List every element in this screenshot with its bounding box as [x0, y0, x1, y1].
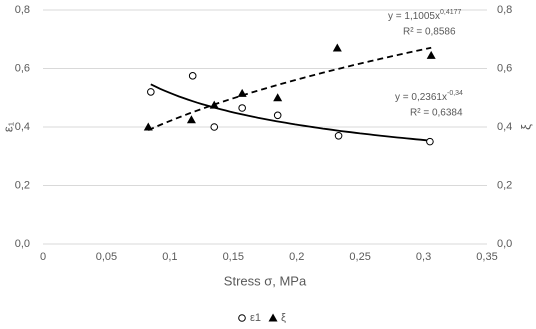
point	[426, 50, 436, 59]
equation-text: y = 1,1005x	[388, 11, 440, 22]
point	[426, 137, 434, 146]
point	[273, 93, 283, 102]
legend-marker	[238, 314, 246, 322]
x-tick-label: 0,3	[416, 251, 431, 263]
legend-label: ξ	[281, 312, 286, 324]
point	[238, 104, 246, 112]
x-tick-label: 0	[40, 251, 46, 263]
y-axis-title: ε₁	[0, 121, 15, 132]
point	[210, 123, 219, 131]
y-tick-label: 0,6	[15, 62, 30, 74]
point	[237, 88, 247, 97]
y2-tick-label: 0,4	[497, 121, 512, 133]
point	[143, 122, 153, 131]
equation-text: y = 0,2361x	[395, 92, 447, 103]
y-tick-label: 0,0	[15, 238, 30, 250]
y-tick-label: 0,2	[15, 179, 30, 191]
x-tick-label: 0,05	[96, 251, 117, 263]
y2-tick-label: 0,0	[497, 238, 512, 250]
point	[188, 72, 197, 80]
point	[186, 115, 196, 124]
legend-label: ε1	[250, 312, 261, 324]
x-tick-label: 0,1	[162, 251, 177, 263]
x-tick-label: 0,35	[476, 251, 497, 263]
y2-tick-label: 0,2	[497, 179, 512, 191]
point	[209, 100, 219, 109]
y-tick-label: 0,8	[15, 4, 30, 16]
y2-tick-label: 0,8	[497, 4, 512, 16]
r-squared: R² = 0,6384	[410, 108, 463, 119]
x-tick-label: 0,25	[349, 251, 370, 263]
trendline	[147, 46, 432, 132]
x-tick-label: 0,15	[223, 251, 244, 263]
x-tick-label: 0,2	[289, 251, 304, 263]
y2-axis-title: ξ	[518, 124, 533, 130]
point	[273, 111, 282, 120]
r-squared: R² = 0,8586	[403, 27, 456, 38]
trendline-equation: y = 1,1005x0,4177	[388, 9, 462, 22]
point	[147, 88, 155, 96]
point	[334, 131, 343, 140]
equation-exponent: -0,34	[447, 90, 463, 97]
point	[332, 43, 342, 52]
equation-exponent: 0,4177	[440, 9, 462, 16]
trendline-equation: y = 0,2361x-0,34	[395, 90, 463, 103]
x-axis-title: Stress σ, MPa	[224, 273, 307, 288]
trendline	[150, 83, 430, 142]
legend-marker	[268, 313, 278, 322]
y-tick-label: 0,4	[15, 121, 30, 133]
y2-tick-label: 0,6	[497, 62, 512, 74]
